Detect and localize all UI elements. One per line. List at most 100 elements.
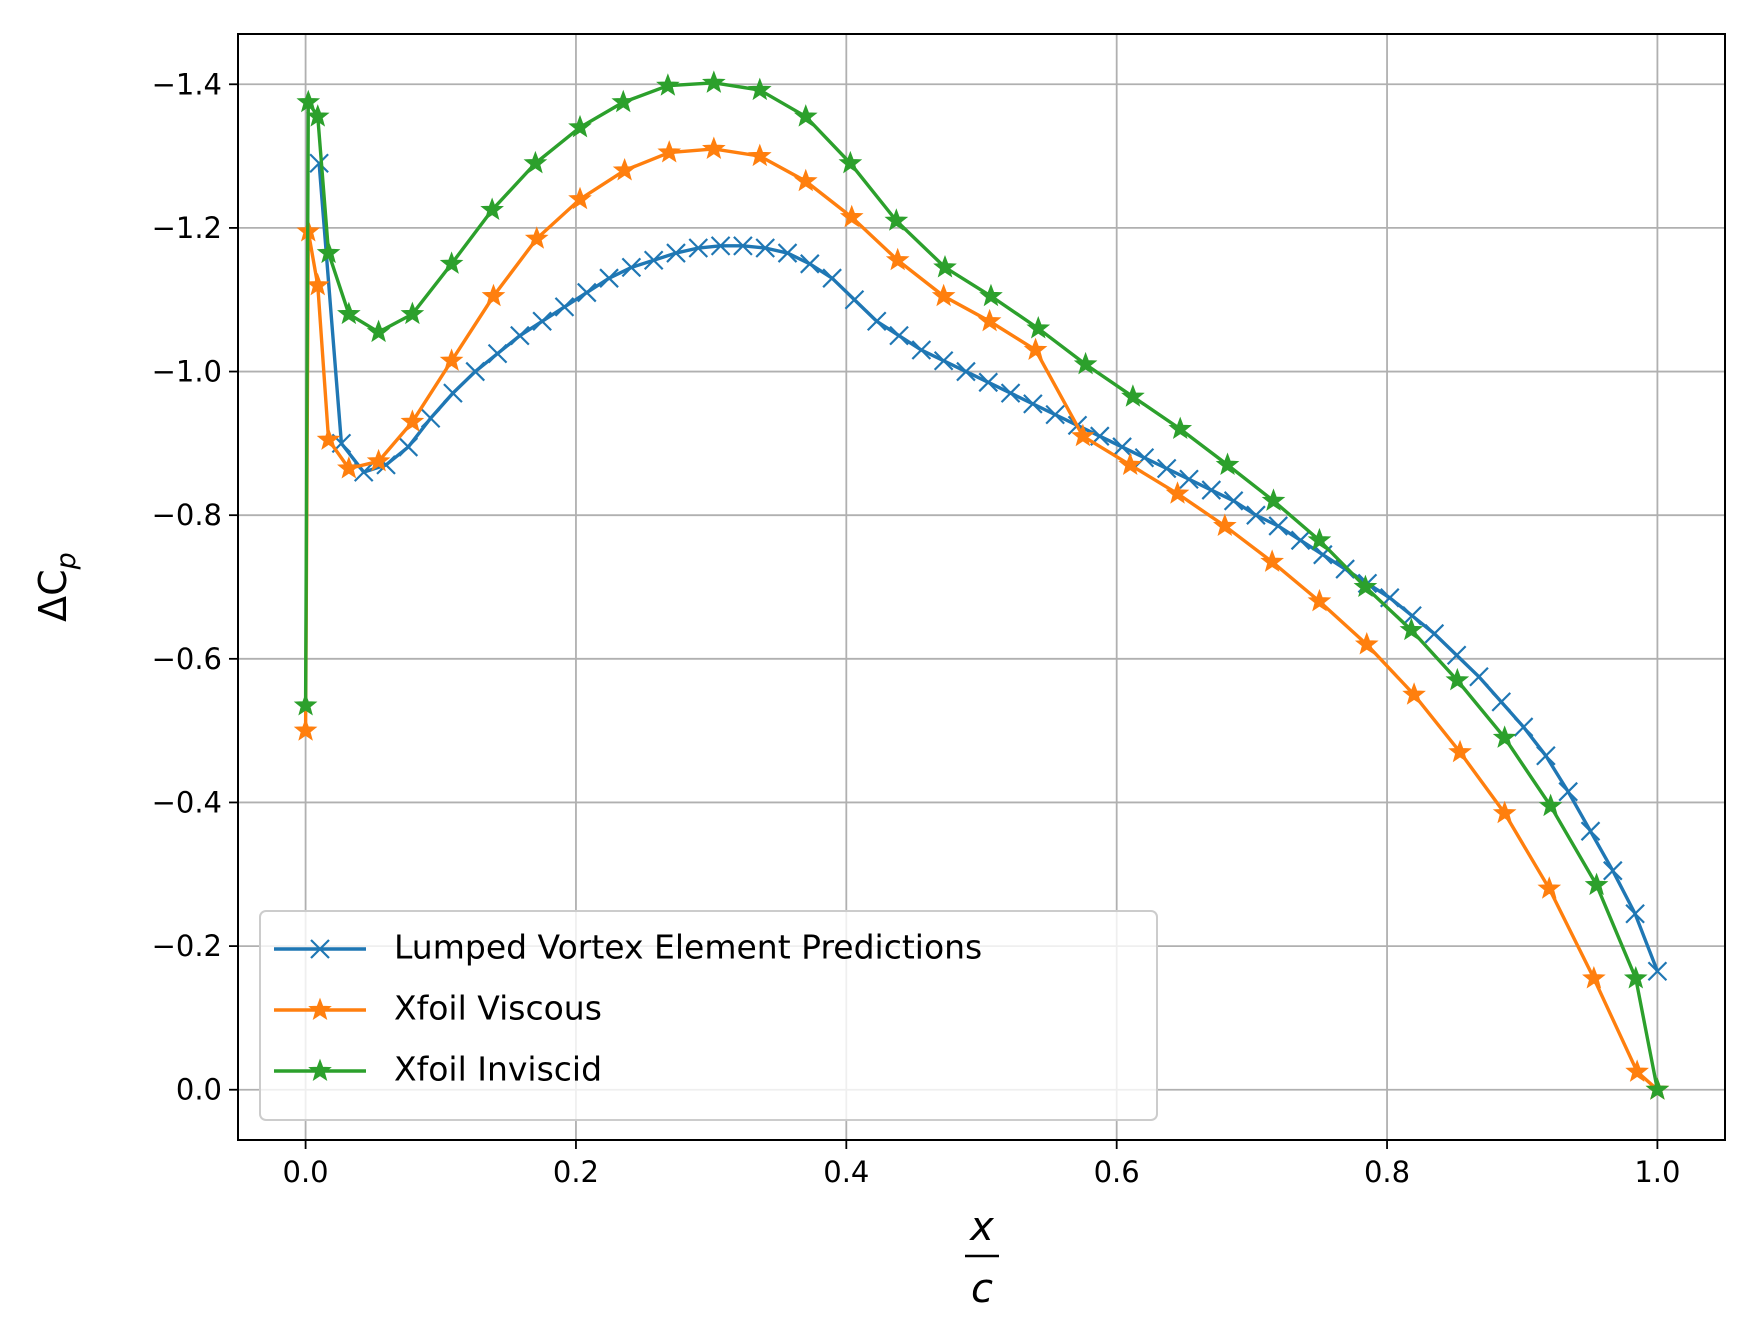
x-marker	[1268, 516, 1289, 536]
star-marker	[793, 104, 818, 127]
x-marker	[777, 243, 798, 263]
x-marker	[1558, 781, 1578, 802]
x-tick-label: 0.4	[823, 1155, 869, 1189]
marker-stroke	[621, 257, 642, 278]
y-label-subscript: p	[51, 552, 82, 570]
star-marker	[1537, 876, 1562, 899]
x-marker	[866, 311, 887, 332]
x-marker	[1112, 437, 1132, 457]
star-marker	[702, 136, 726, 159]
x-marker	[1647, 961, 1668, 982]
x-marker	[1045, 404, 1065, 425]
x-marker	[1246, 505, 1266, 525]
star-marker	[293, 693, 318, 716]
x-marker	[733, 236, 753, 256]
x-marker	[1000, 383, 1021, 403]
marker-stroke	[1446, 645, 1467, 666]
marker-stroke	[889, 325, 909, 346]
x-marker	[621, 257, 642, 278]
star-marker	[1071, 423, 1095, 447]
x-marker	[844, 289, 865, 310]
marker-stroke	[1424, 623, 1445, 644]
star-marker	[480, 197, 504, 221]
x-tick-label: 0.2	[553, 1155, 599, 1189]
star-marker	[793, 168, 818, 192]
x-marker	[554, 297, 575, 317]
marker-stroke	[376, 455, 396, 475]
star-marker	[1168, 416, 1193, 440]
star-marker	[838, 150, 863, 174]
marker-stroke	[1603, 860, 1623, 881]
star-marker	[400, 409, 425, 432]
star-marker	[1354, 632, 1379, 655]
marker-stroke	[866, 311, 887, 332]
y-tick-label: −0.2	[152, 929, 222, 963]
x-marker	[309, 153, 329, 174]
y-label: ΔCp	[31, 552, 82, 622]
star-marker	[568, 114, 592, 138]
star-marker	[337, 456, 361, 479]
marker-stroke	[1647, 961, 1668, 982]
x-tick-label: 0.8	[1364, 1155, 1410, 1189]
x-marker	[487, 343, 508, 364]
marker-stroke	[1625, 903, 1645, 924]
x-marker	[1491, 692, 1512, 712]
x-marker	[532, 311, 552, 332]
marker-stroke	[1246, 505, 1266, 525]
marker-stroke	[1023, 394, 1043, 414]
x-marker	[755, 238, 775, 258]
axes-frame	[237, 33, 1726, 1141]
x-marker	[398, 437, 419, 457]
star-marker	[439, 251, 464, 274]
x-marker	[1402, 605, 1422, 626]
star-marker	[1492, 725, 1517, 748]
marker-stroke	[1201, 480, 1222, 500]
star-marker	[979, 283, 1003, 307]
y-tick-label: −1.4	[152, 67, 222, 101]
star-marker	[293, 718, 318, 741]
x-marker	[1201, 480, 1222, 500]
x-tick-label: 1.0	[1634, 1155, 1680, 1189]
star-marker	[1399, 617, 1424, 641]
marker-stroke	[398, 437, 419, 457]
marker-stroke	[643, 250, 664, 271]
x-marker	[911, 340, 932, 360]
star-marker	[884, 208, 909, 231]
star-marker	[1538, 793, 1563, 817]
star-marker	[523, 150, 548, 174]
x-marker	[978, 372, 999, 393]
marker-stroke	[487, 343, 508, 364]
star-marker	[524, 226, 549, 249]
marker-stroke	[1513, 717, 1534, 737]
x-marker	[1023, 394, 1043, 414]
x-marker	[1446, 645, 1467, 666]
marker-stroke	[844, 289, 865, 310]
star-marker	[1121, 384, 1145, 407]
star-marker	[308, 1058, 332, 1082]
marker-stroke	[666, 243, 686, 263]
marker-stroke	[1491, 692, 1512, 712]
x-marker	[310, 939, 330, 959]
x-tick-label: 0.0	[283, 1155, 329, 1189]
star-marker	[568, 186, 592, 210]
x-marker	[800, 254, 820, 274]
star-marker	[931, 283, 956, 307]
star-marker	[702, 70, 726, 93]
star-marker	[316, 427, 341, 450]
marker-stroke	[465, 361, 486, 382]
x-marker	[1469, 666, 1489, 687]
x-marker	[643, 250, 664, 271]
marker-stroke	[1290, 530, 1311, 551]
marker-stroke	[1268, 516, 1289, 536]
star-marker	[1073, 351, 1098, 375]
marker-stroke	[510, 325, 530, 346]
x-label-numerator: x	[968, 1204, 994, 1250]
marker-stroke	[933, 350, 954, 371]
marker-stroke	[733, 236, 753, 256]
marker-stroke	[956, 361, 976, 382]
star-marker	[1645, 1077, 1670, 1100]
x-marker	[710, 236, 731, 256]
y-tick-label: −0.6	[152, 642, 222, 676]
x-marker	[688, 238, 709, 258]
